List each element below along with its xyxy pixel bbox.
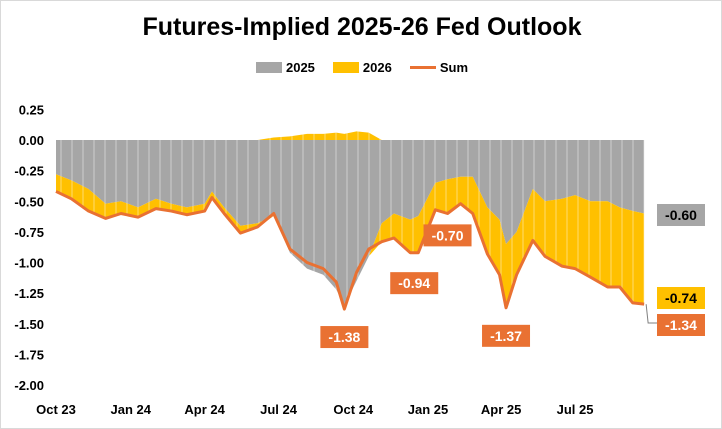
legend-swatch-2025	[255, 62, 282, 73]
legend-item-2026: 2026	[332, 60, 392, 75]
y-tick-label: -1.25	[14, 286, 44, 301]
annotation-label-box	[390, 272, 439, 295]
y-tick-label: -0.25	[14, 164, 44, 179]
x-tick-label: Jul 25	[557, 402, 594, 417]
end-label-2026: -0.74	[665, 290, 697, 306]
chart-title: Futures-Implied 2025-26 Fed Outlook	[142, 13, 582, 41]
legend-label-sum: Sum	[439, 60, 468, 75]
x-tick-label: Jan 25	[408, 402, 448, 417]
y-tick-label: -0.50	[14, 194, 44, 209]
leader-line	[645, 304, 658, 324]
legend-item-2025: 2025	[255, 60, 315, 75]
y-tick-label: -2.00	[14, 378, 44, 393]
annotation-label: -0.70	[432, 227, 464, 243]
legend-item-sum: Sum	[409, 60, 468, 75]
y-tick-label: -1.50	[14, 317, 44, 332]
annotation-label-box	[423, 224, 472, 247]
end-label-sum-box	[657, 314, 705, 336]
series-2026-positive-area	[56, 131, 645, 140]
annotation-label: -0.94	[398, 275, 430, 291]
end-label-2025-box	[657, 204, 705, 226]
y-tick-label: -1.00	[14, 256, 44, 271]
legend-label-2026: 2026	[362, 60, 392, 75]
series-2025-area	[56, 140, 645, 306]
x-tick-label: Oct 24	[333, 402, 374, 417]
series-2026-negative-area	[56, 174, 645, 308]
annotation-label-box	[482, 324, 531, 347]
end-label-2026-box	[657, 287, 705, 309]
legend-swatch-2026	[332, 62, 359, 73]
annotation-label: -1.38	[328, 329, 360, 345]
x-tick-label: Apr 24	[184, 402, 225, 417]
legend-label-2025: 2025	[285, 60, 315, 75]
annotation-label: -1.37	[490, 328, 522, 344]
x-tick-label: Oct 23	[36, 402, 76, 417]
y-tick-label: -1.75	[14, 347, 44, 362]
end-label-2025: -0.60	[665, 207, 697, 223]
annotation-label-box	[320, 326, 369, 349]
x-tick-label: Jan 24	[110, 402, 151, 417]
legend: 2025 2026 Sum	[1, 60, 722, 75]
x-tick-label: Jul 24	[260, 402, 298, 417]
end-label-sum: -1.34	[665, 317, 697, 333]
y-tick-label: -0.75	[14, 225, 44, 240]
y-tick-label: 0.00	[19, 133, 44, 148]
legend-swatch-sum	[409, 66, 436, 69]
y-tick-label: 0.25	[19, 102, 44, 117]
x-tick-label: Apr 25	[481, 402, 521, 417]
